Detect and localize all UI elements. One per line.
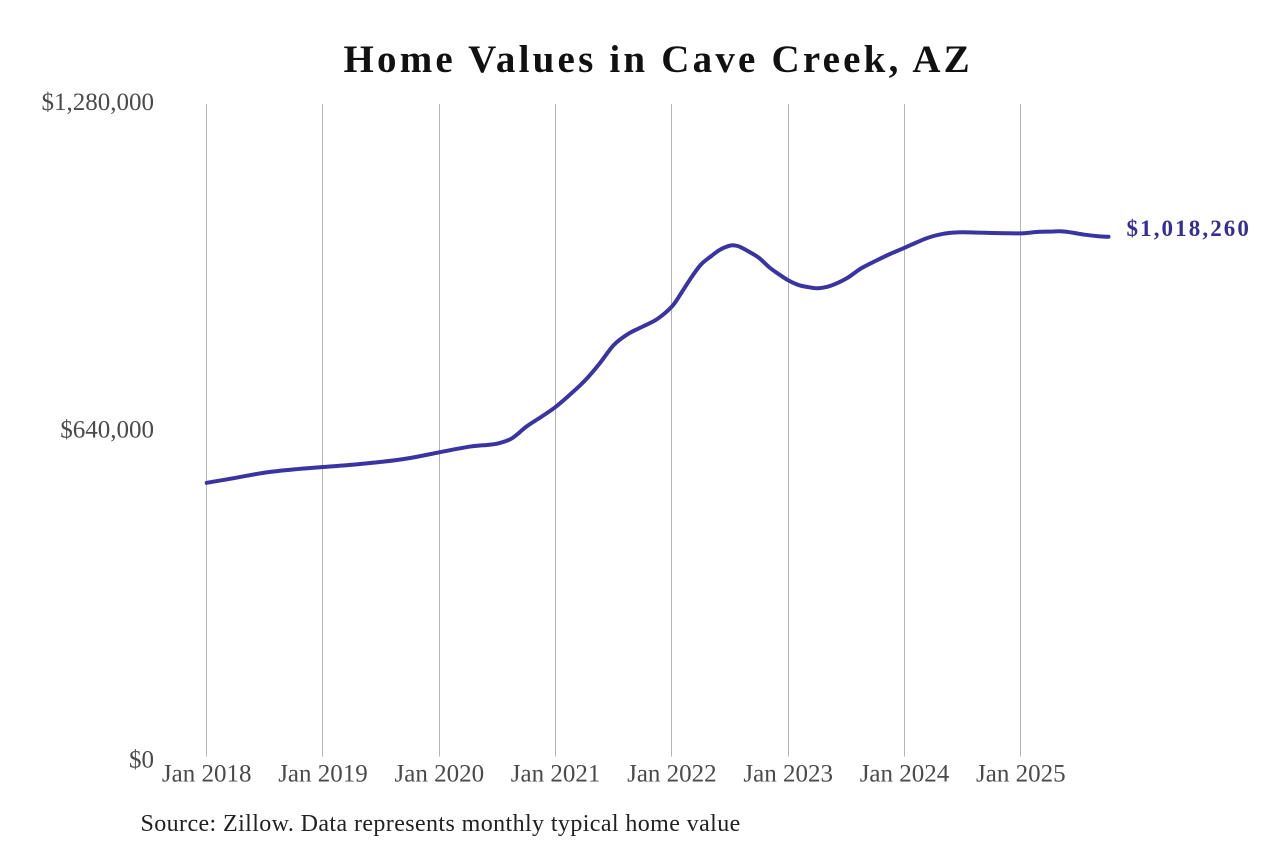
svg-text:Jan 2025: Jan 2025 bbox=[976, 761, 1066, 788]
svg-text:$640,000: $640,000 bbox=[60, 417, 154, 444]
svg-text:Source: Zillow. Data represent: Source: Zillow. Data represents monthly … bbox=[141, 811, 741, 837]
svg-text:$1,018,260: $1,018,260 bbox=[1127, 216, 1252, 241]
svg-text:Jan 2021: Jan 2021 bbox=[511, 761, 601, 788]
svg-text:Jan 2022: Jan 2022 bbox=[627, 761, 717, 788]
svg-text:Jan 2018: Jan 2018 bbox=[162, 761, 252, 788]
svg-text:$0: $0 bbox=[129, 747, 154, 774]
svg-text:Home Values in Cave Creek, AZ: Home Values in Cave Creek, AZ bbox=[343, 38, 972, 81]
svg-text:Jan 2020: Jan 2020 bbox=[395, 761, 485, 788]
svg-text:Jan 2023: Jan 2023 bbox=[743, 761, 833, 788]
svg-text:$1,280,000: $1,280,000 bbox=[42, 89, 155, 116]
svg-text:Jan 2024: Jan 2024 bbox=[860, 761, 950, 788]
svg-text:Jan 2019: Jan 2019 bbox=[278, 761, 368, 788]
